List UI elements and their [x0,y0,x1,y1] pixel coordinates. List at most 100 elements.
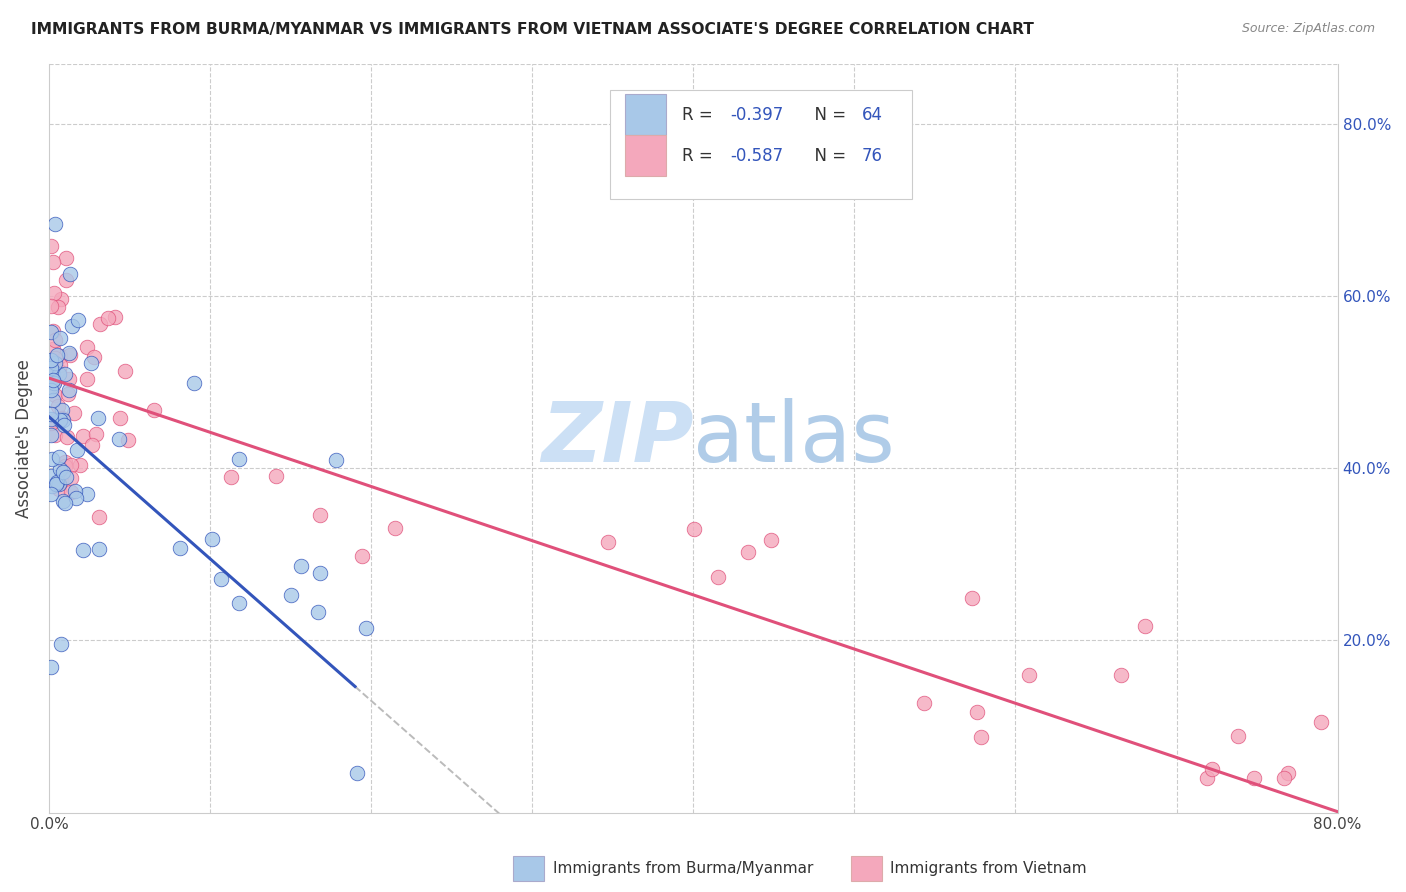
Point [42,392,65,407]
Point [39,361,62,376]
Point [280,589,302,603]
Point [45,477,67,491]
Point [42,286,65,301]
Point [960,591,983,605]
Point [72,428,94,442]
Point [44,351,66,365]
Point [52,418,75,433]
Bar [513,856,544,881]
Point [346,766,368,780]
Point [737,544,759,558]
Point [39,299,62,313]
Text: Immigrants from Vietnam: Immigrants from Vietnam [890,862,1087,876]
Point [596,534,619,549]
Point [41,367,63,381]
Point [49,637,72,651]
Point [58,372,80,386]
Point [59,485,82,500]
Text: Immigrants from Burma/Myanmar: Immigrants from Burma/Myanmar [553,862,813,876]
Point [39,408,62,422]
Text: R =: R = [682,105,717,124]
Point [56,430,79,444]
Point [1272,771,1295,785]
Point [59,348,82,362]
Point [264,469,287,483]
Point [44,356,66,370]
Point [352,549,374,564]
Point [55,458,77,473]
Point [1018,668,1040,682]
Point [59,471,82,485]
Point [48,450,70,464]
Text: 64: 64 [862,105,883,124]
Point [966,705,988,719]
Point [83,350,105,364]
Point [89,318,111,332]
Point [44,428,66,442]
Point [48,399,70,413]
Point [49,358,72,372]
Point [89,510,111,524]
Point [48,476,70,491]
Point [39,239,62,253]
Text: Source: ZipAtlas.com: Source: ZipAtlas.com [1241,22,1375,36]
Point [108,433,131,447]
Point [39,412,62,426]
Point [63,406,86,420]
Point [58,345,80,359]
Point [69,458,91,473]
Point [56,387,79,401]
Point [1309,714,1331,729]
Point [41,479,63,493]
Point [39,487,62,501]
Point [117,433,139,447]
Point [707,570,730,584]
Point [52,493,75,508]
Point [970,731,993,745]
Text: atlas: atlas [693,398,896,479]
Point [41,255,63,269]
Point [142,403,165,417]
Point [309,566,332,581]
Point [42,376,65,390]
Point [65,491,87,505]
Point [39,352,62,367]
Point [683,522,706,536]
Point [309,508,332,523]
Point [48,482,70,496]
Bar [851,856,882,881]
Point [1201,762,1223,776]
Y-axis label: Associate's Degree: Associate's Degree [15,359,32,517]
Point [76,339,98,353]
Point [39,357,62,371]
Point [76,487,98,501]
Point [80,356,103,370]
Point [912,697,935,711]
Point [58,383,80,397]
Point [183,376,205,390]
Point [39,468,62,483]
Point [39,428,62,442]
Point [66,313,89,327]
Point [759,533,782,547]
Text: N =: N = [804,105,852,124]
Point [228,596,250,610]
Text: 76: 76 [862,147,883,165]
Point [1243,771,1265,785]
Point [45,477,67,491]
Point [384,521,406,535]
FancyBboxPatch shape [610,90,912,199]
Point [1197,771,1219,785]
Point [39,660,62,674]
Point [58,267,80,281]
Point [66,443,89,458]
Point [51,474,73,488]
Point [39,416,62,430]
Point [44,217,66,231]
Point [60,318,83,333]
Text: -0.587: -0.587 [731,147,783,165]
Point [52,465,75,479]
Point [72,543,94,558]
Text: N =: N = [804,147,852,165]
Point [48,413,70,427]
